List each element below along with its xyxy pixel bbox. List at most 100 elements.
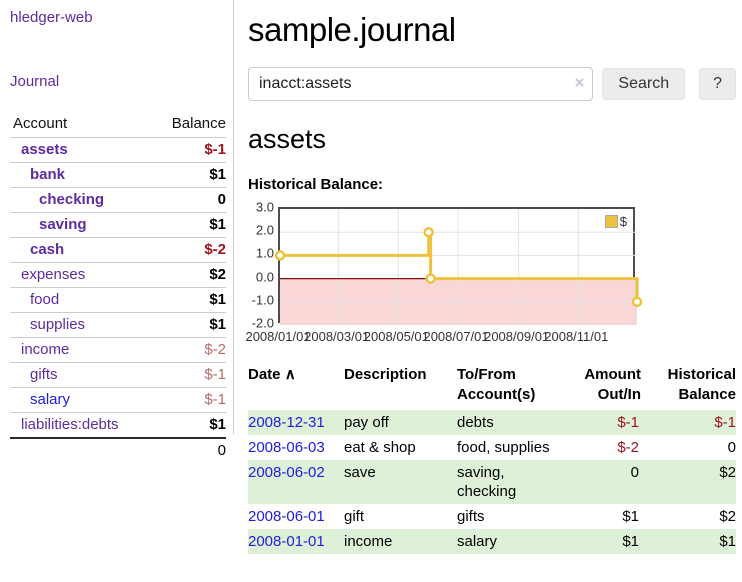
y-tick-label: -2.0 [251,315,274,331]
account-row: gifts $-1 [10,362,226,387]
transaction-date-link[interactable]: 2008-12-31 [248,414,325,431]
page-title: sample.journal [248,11,456,48]
register-amount-cell: 0 [630,464,639,481]
x-tick-label: 2008/01/01 [245,329,311,344]
account-link[interactable]: supplies [30,316,86,333]
register-body: 2008-12-31 pay off debts $-1 $-1 2008-06-03 ea… [248,410,736,554]
account-link[interactable]: gifts [30,366,58,383]
x-tick-label: 2008/07/01 [423,329,489,344]
y-tick-label: -1.0 [251,292,274,308]
account-link[interactable]: liabilities:debts [21,416,119,433]
register-date-cell: 2008-06-01 [248,504,344,529]
account-row: saving $1 [10,212,226,237]
accounts-total-row: 0 [10,437,226,462]
account-balance: $1 [209,291,226,308]
account-balance: $2 [209,266,226,283]
account-row: food $1 [10,287,226,312]
account-link[interactable]: bank [30,166,66,183]
sidebar-divider [233,0,234,434]
register-date-cell: 2008-06-03 [248,435,344,460]
y-tick-label: 2.0 [255,222,274,238]
account-row: liabilities:debts $1 [10,412,226,437]
register-balance-cell: $2 [719,464,736,481]
account-link[interactable]: assets [21,141,68,158]
register-header-row: Date ∧ Description To/From Account(s) Am… [248,363,736,410]
chart-x-axis: 2008/01/01 2008/03/01 2008/05/01 2008/07/01… [245,329,635,345]
account-balance: $-2 [204,241,226,258]
main-region: sample.journal × Search ? assets Histori… [245,0,736,554]
y-tick-label: 3.0 [255,199,274,215]
account-link[interactable]: saving [39,216,87,233]
register-accounts-cell: food, supplies [457,439,550,456]
account-row: supplies $1 [10,312,226,337]
account-link[interactable]: food [30,291,60,308]
account-row: salary $-1 [10,387,226,412]
search-input[interactable] [248,67,594,101]
register-table: Date ∧ Description To/From Account(s) Am… [248,363,736,554]
transaction-date-link[interactable]: 2008-06-03 [248,439,325,456]
chart-legend: $ [602,213,629,230]
date-column-header[interactable]: Date ∧ [248,366,296,383]
account-balance: $1 [209,316,226,333]
register-date-cell: 2008-01-01 [248,529,344,554]
register-amount-cell: $-1 [617,414,639,431]
accounts-table-header: Account Balance [10,112,226,137]
transaction-date-link[interactable]: 2008-06-01 [248,508,325,525]
register-accounts-cell: saving, checking [457,464,517,500]
balance-column-header: Balance [171,115,226,132]
register-amount-cell: $-2 [617,439,639,456]
register-row: 2008-06-03 eat & shop food, supplies $-2 0 [248,435,736,460]
account-row: expenses $2 [10,262,226,287]
register-balance-cell: $-1 [714,414,736,431]
legend-label: $ [619,214,627,229]
account-link[interactable]: income [21,341,70,358]
search-bar: × Search ? [248,67,736,101]
data-point-marker [425,273,436,284]
account-balance: $-2 [204,341,226,358]
transaction-date-link[interactable]: 2008-06-02 [248,464,325,481]
register-description-cell: save [344,464,376,481]
account-row: cash $-2 [10,237,226,262]
x-tick-label: 2008/05/01 [363,329,429,344]
help-button[interactable]: ? [699,68,736,100]
description-column-header: Description [344,366,427,383]
register-accounts-cell: gifts [457,508,485,525]
register-amount-cell: $1 [622,533,639,550]
brand-link[interactable]: hledger-web [10,9,93,26]
x-tick-label: 2008/11/01 [544,329,609,344]
sidebar-item-journal[interactable]: Journal [10,73,60,90]
chart-plot-area: $ [274,207,643,325]
account-link[interactable]: expenses [21,266,86,283]
transaction-date-link[interactable]: 2008-01-01 [248,533,325,550]
register-balance-cell: $2 [719,508,736,525]
clear-search-icon[interactable]: × [574,73,585,92]
account-balance: $-1 [204,366,226,383]
chart-title: Historical Balance: [248,176,384,193]
register-date-cell: 2008-12-31 [248,410,344,435]
y-tick-label: 1.0 [255,245,274,261]
account-link[interactable]: salary [30,391,71,408]
account-balance: $-1 [204,391,226,408]
register-balance-cell: 0 [727,439,736,456]
account-row: checking 0 [10,187,226,212]
account-link[interactable]: cash [30,241,65,258]
amount-column-header: Amount Out/In [584,366,641,403]
x-tick-label: 2008/03/01 [304,329,370,344]
chart-y-axis: 3.0 2.0 1.0 0.0 -1.0 -2.0 [248,200,274,331]
account-balance: $1 [209,416,226,433]
account-heading: assets [248,124,327,154]
accounts-table: Account Balance assets $-1 bank $1 checking 0… [10,112,226,462]
register-balance-cell: $1 [719,533,736,550]
x-tick-label: 2008/09/01 [484,329,550,344]
search-button[interactable]: Search [602,68,686,100]
legend-swatch-icon [604,215,618,228]
register-date-cell: 2008-06-02 [248,460,344,504]
register-accounts-cell: salary [457,533,498,550]
accounts-column-header: To/From Account(s) [457,366,536,403]
data-point-marker [631,296,643,308]
register-row: 2008-06-01 gift gifts $1 $2 [248,504,736,529]
account-balance: $-1 [204,141,226,158]
account-link[interactable]: checking [39,191,105,208]
account-column-header: Account [13,115,68,132]
account-balance: $1 [209,216,226,233]
